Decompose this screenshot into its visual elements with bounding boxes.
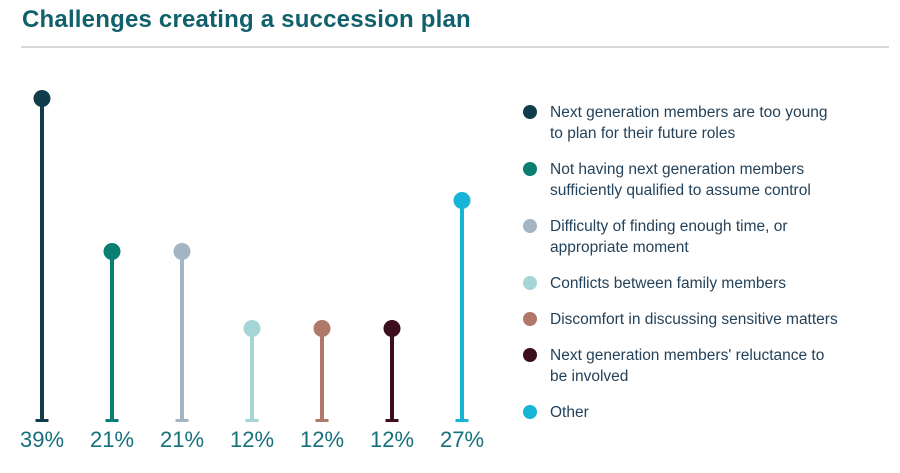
lollipop-4: 12%: [217, 70, 287, 455]
lollipop-stem: [250, 328, 254, 422]
page-title: Challenges creating a succession plan: [22, 6, 471, 33]
value-label: 27%: [439, 427, 485, 452]
legend-label: Discomfort in discussing sensitive matte…: [550, 311, 838, 328]
legend-bullet-icon: [523, 219, 537, 233]
lollipop-stem: [460, 200, 464, 422]
legend-bullet-icon: [523, 405, 537, 419]
legend-bullet-icon: [523, 348, 537, 362]
lollipop-base-cap: [105, 419, 119, 422]
legend-item-2: Not having next generation members suffi…: [523, 159, 885, 201]
legend: Next generation members are too young to…: [523, 102, 885, 423]
value-label: 12%: [299, 427, 345, 452]
lollipop-chart: 39% 21% 21% 12% 12% 12% 27%: [7, 70, 497, 455]
legend-item-3: Difficulty of finding enough time, or ap…: [523, 216, 885, 258]
legend-item-6: Next generation members' reluctance to b…: [523, 345, 885, 387]
legend-bullet-icon: [523, 105, 537, 119]
lollipop-7: 27%: [427, 70, 497, 455]
legend-label: Difficulty of finding enough time, or ap…: [550, 218, 788, 256]
lollipop-base-cap: [175, 419, 189, 422]
lollipop-2: 21%: [77, 70, 147, 455]
lollipop-base-cap: [315, 419, 329, 422]
lollipop-stem: [320, 328, 324, 422]
lollipop-base-cap: [455, 419, 469, 422]
lollipop-6: 12%: [357, 70, 427, 455]
lollipop-3: 21%: [147, 70, 217, 455]
lollipop-stem: [390, 328, 394, 422]
lollipop-stem: [110, 251, 114, 422]
legend-label: Conflicts between family members: [550, 275, 787, 292]
value-label: 12%: [229, 427, 275, 452]
value-label: 39%: [19, 427, 65, 452]
lollipop-base-cap: [245, 419, 259, 422]
legend-bullet-icon: [523, 312, 537, 326]
legend-bullet-icon: [523, 276, 537, 290]
legend-item-4: Conflicts between family members: [523, 273, 885, 294]
legend-item-1: Next generation members are too young to…: [523, 102, 885, 144]
legend-label: Other: [550, 404, 589, 421]
lollipop-stem: [180, 251, 184, 422]
legend-label: Next generation members' reluctance to b…: [550, 347, 825, 385]
title-divider: [21, 46, 889, 48]
legend-bullet-icon: [523, 162, 537, 176]
value-label: 21%: [159, 427, 205, 452]
legend-label: Not having next generation members suffi…: [550, 161, 811, 199]
lollipop-base-cap: [35, 419, 49, 422]
legend-item-7: Other: [523, 402, 885, 423]
lollipop-stem: [40, 98, 44, 422]
value-label: 21%: [89, 427, 135, 452]
value-label: 12%: [369, 427, 415, 452]
lollipop-base-cap: [385, 419, 399, 422]
legend-item-5: Discomfort in discussing sensitive matte…: [523, 309, 885, 330]
legend-label: Next generation members are too young to…: [550, 104, 828, 142]
lollipop-1: 39%: [7, 70, 77, 455]
lollipop-5: 12%: [287, 70, 357, 455]
